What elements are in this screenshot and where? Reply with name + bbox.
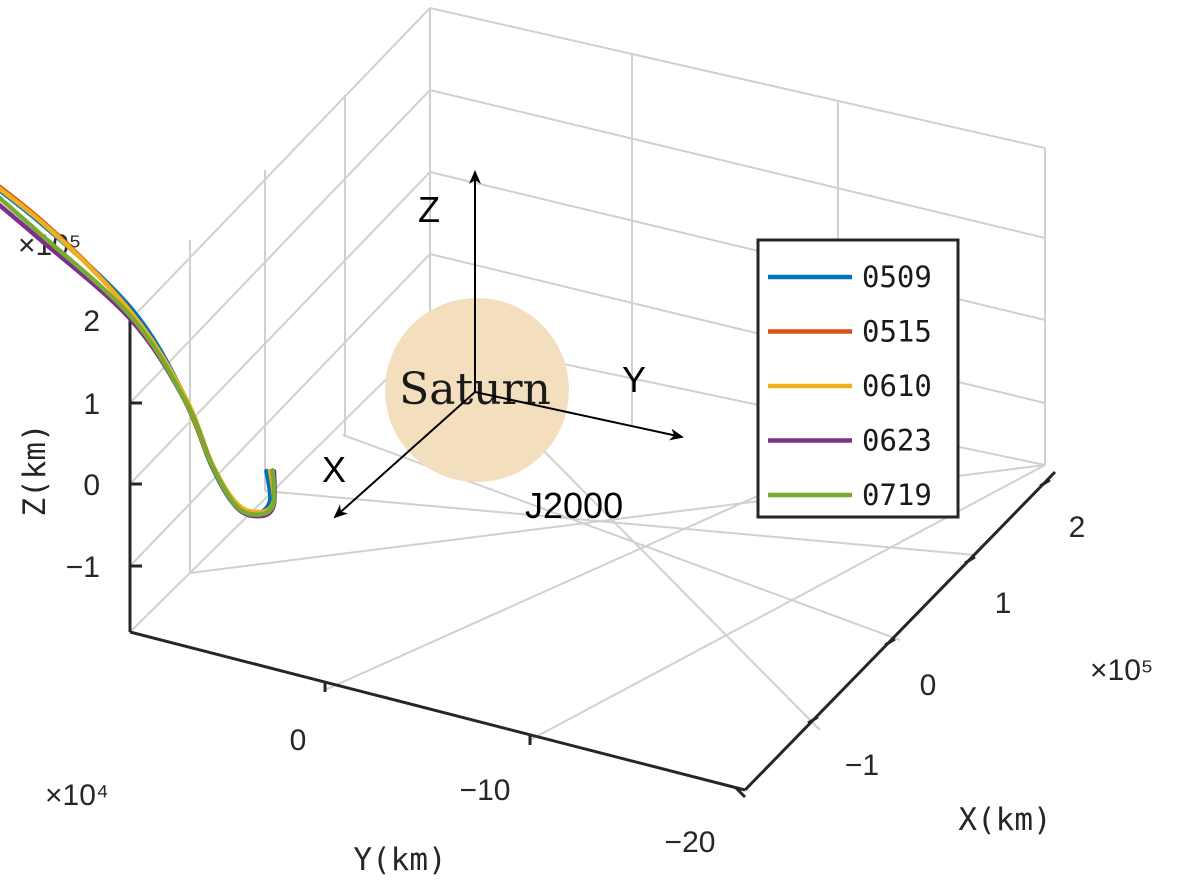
x-exponent: ×10⁵ xyxy=(1090,654,1153,687)
frame-label: J2000 xyxy=(525,485,623,526)
legend-label: 0509 xyxy=(862,260,932,294)
trajectory-0719 xyxy=(0,195,277,517)
y-frame-arrow xyxy=(474,391,684,441)
frame-axis-y-label: Y xyxy=(622,359,646,400)
legend-label: 0719 xyxy=(862,478,932,512)
z-axis-label: Z(km) xyxy=(17,423,53,516)
saturn-disk xyxy=(385,298,569,482)
y-exponent: ×10⁴ xyxy=(45,779,109,812)
x-tick-label: 2 xyxy=(1069,511,1086,544)
y-axis-label: Y(km) xyxy=(353,842,446,878)
axis-lines xyxy=(128,320,1057,792)
x-tick-label: −1 xyxy=(845,749,879,782)
x-axis-label: X(km) xyxy=(958,802,1051,838)
frame-axis-z-label: Z xyxy=(418,189,440,230)
frame-axis-x-label: X xyxy=(322,449,346,490)
legend-label: 0610 xyxy=(862,369,932,403)
z-tick-label: 1 xyxy=(83,388,100,421)
y-tick-label: −20 xyxy=(665,826,716,859)
x-tick-label: 1 xyxy=(995,587,1012,620)
z-tick-label: 2 xyxy=(83,305,100,338)
legend-label: 0515 xyxy=(862,315,932,349)
x-frame-arrow xyxy=(333,391,476,519)
legend: 0509 0515 0610 0623 0719 xyxy=(756,238,960,519)
y-tick-labels: 0 −10 −20 xyxy=(290,724,716,859)
y-tick-label: −10 xyxy=(460,774,511,807)
legend-label: 0623 xyxy=(862,424,932,458)
z-tick-label: 0 xyxy=(83,469,100,502)
legend-box xyxy=(756,238,960,519)
frame-arrows xyxy=(333,170,684,519)
x-tick-label: 0 xyxy=(920,669,937,702)
x-tick-labels: 2 1 0 −1 xyxy=(845,511,1085,782)
y-tick-label: 0 xyxy=(290,724,307,757)
z-tick-labels: 2 1 0 −1 xyxy=(66,305,100,584)
z-tick-label: −1 xyxy=(66,551,100,584)
series-layer xyxy=(0,184,277,519)
